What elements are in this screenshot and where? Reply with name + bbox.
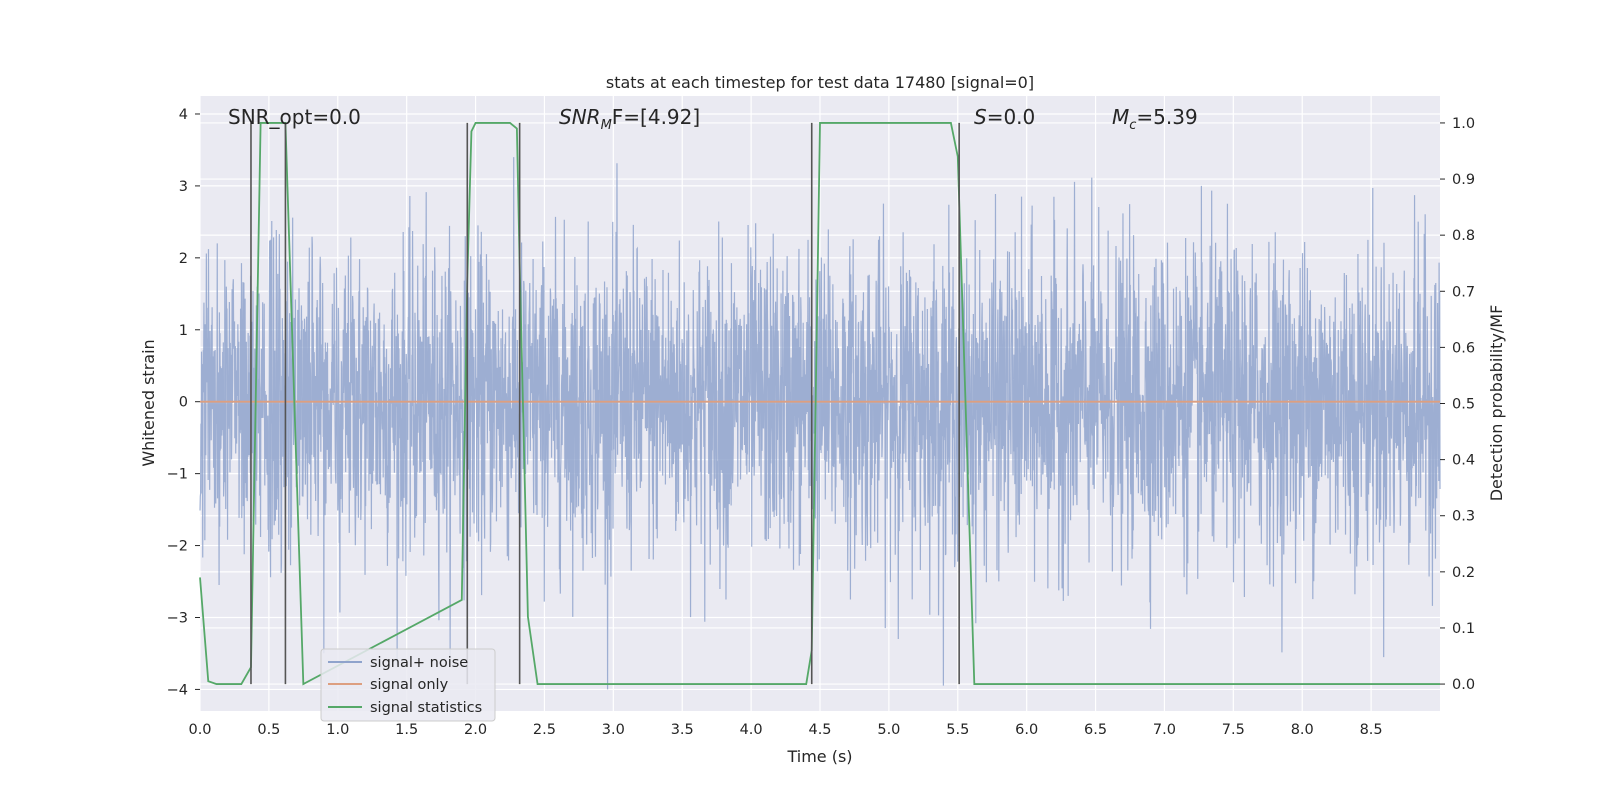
line-series-group <box>199 122 1440 686</box>
y-tick-label-left: 3 <box>179 179 188 195</box>
series-signal-noise <box>199 157 1441 690</box>
noise-series-group <box>199 157 1441 690</box>
y-tick-label-left: 2 <box>179 251 188 267</box>
legend-box <box>320 648 496 722</box>
x-tick-label: 8.0 <box>1291 722 1314 738</box>
x-tick-label: 4.5 <box>808 722 831 738</box>
annotation-snr-opt: SNR_opt=0.0 <box>228 105 361 129</box>
x-tick-label: 4.0 <box>740 722 763 738</box>
x-tick-label: 2.5 <box>533 722 556 738</box>
x-tick-label: 3.5 <box>671 722 694 738</box>
annotation-mc: Mc=5.39 <box>1112 105 1198 133</box>
legend: signal+ noise signal only signal statist… <box>320 648 496 722</box>
y-tick-label-left: 1 <box>179 323 188 339</box>
y-tick-label-right: 0.9 <box>1452 172 1475 188</box>
x-tick-label: 5.5 <box>946 722 969 738</box>
y-tick-label-left: −1 <box>167 467 188 483</box>
y-tick-label-right: 0.4 <box>1452 453 1475 469</box>
vertical-markers <box>250 122 960 685</box>
y-tick-label-right: 0.2 <box>1452 565 1475 581</box>
chart-title: stats at each timestep for test data 174… <box>606 73 1034 92</box>
tick-labels: 0.0 0.5 1.0 1.5 2.0 2.5 3.0 3.5 4.0 4.5 5.0 5.5 6.0 6… <box>167 107 1475 738</box>
x-tick-label: 7.0 <box>1153 722 1176 738</box>
y-tick-label-left: −4 <box>167 682 188 698</box>
legend-label-signal-only: signal only <box>370 677 449 693</box>
y-tick-label-left: −2 <box>167 539 188 555</box>
x-tick-label: 2.0 <box>464 722 487 738</box>
y-tick-label-left: 4 <box>179 107 188 123</box>
x-tick-label: 0.5 <box>257 722 280 738</box>
x-tick-label: 6.5 <box>1084 722 1107 738</box>
annotation-snr-mf: SNRMF=[4.92] <box>559 105 700 133</box>
x-tick-label: 0.0 <box>188 722 211 738</box>
series-signal-statistics <box>199 122 1440 686</box>
annotation-s: S=0.0 <box>974 105 1035 129</box>
legend-label-signal-statistics: signal statistics <box>370 700 482 716</box>
y-axis-label-left: Whitened strain <box>139 339 158 466</box>
y-tick-label-right: 0.8 <box>1452 228 1475 244</box>
x-tick-label: 6.0 <box>1015 722 1038 738</box>
y-tick-label-left: 0 <box>179 395 188 411</box>
x-tick-label: 1.0 <box>326 722 349 738</box>
y-tick-label-right: 0.7 <box>1452 284 1475 300</box>
y-tick-label-left: −3 <box>167 610 188 626</box>
y-tick-label-right: 0.3 <box>1452 509 1475 525</box>
x-tick-label: 3.0 <box>602 722 625 738</box>
y-tick-label-right: 1.0 <box>1452 116 1475 132</box>
legend-label-signal-noise: signal+ noise <box>370 655 468 671</box>
x-axis-label: Time (s) <box>786 747 852 766</box>
x-tick-label: 5.0 <box>877 722 900 738</box>
x-tick-label: 8.5 <box>1360 722 1383 738</box>
y-axis-label-right: Detection probability/MF <box>1487 305 1506 502</box>
y-tick-label-right: 0.5 <box>1452 397 1475 413</box>
y-tick-label-right: 0.0 <box>1452 677 1475 693</box>
y-tick-label-right: 0.6 <box>1452 340 1475 356</box>
x-tick-label: 1.5 <box>395 722 418 738</box>
y-tick-label-right: 0.1 <box>1452 621 1475 637</box>
x-tick-label: 7.5 <box>1222 722 1245 738</box>
